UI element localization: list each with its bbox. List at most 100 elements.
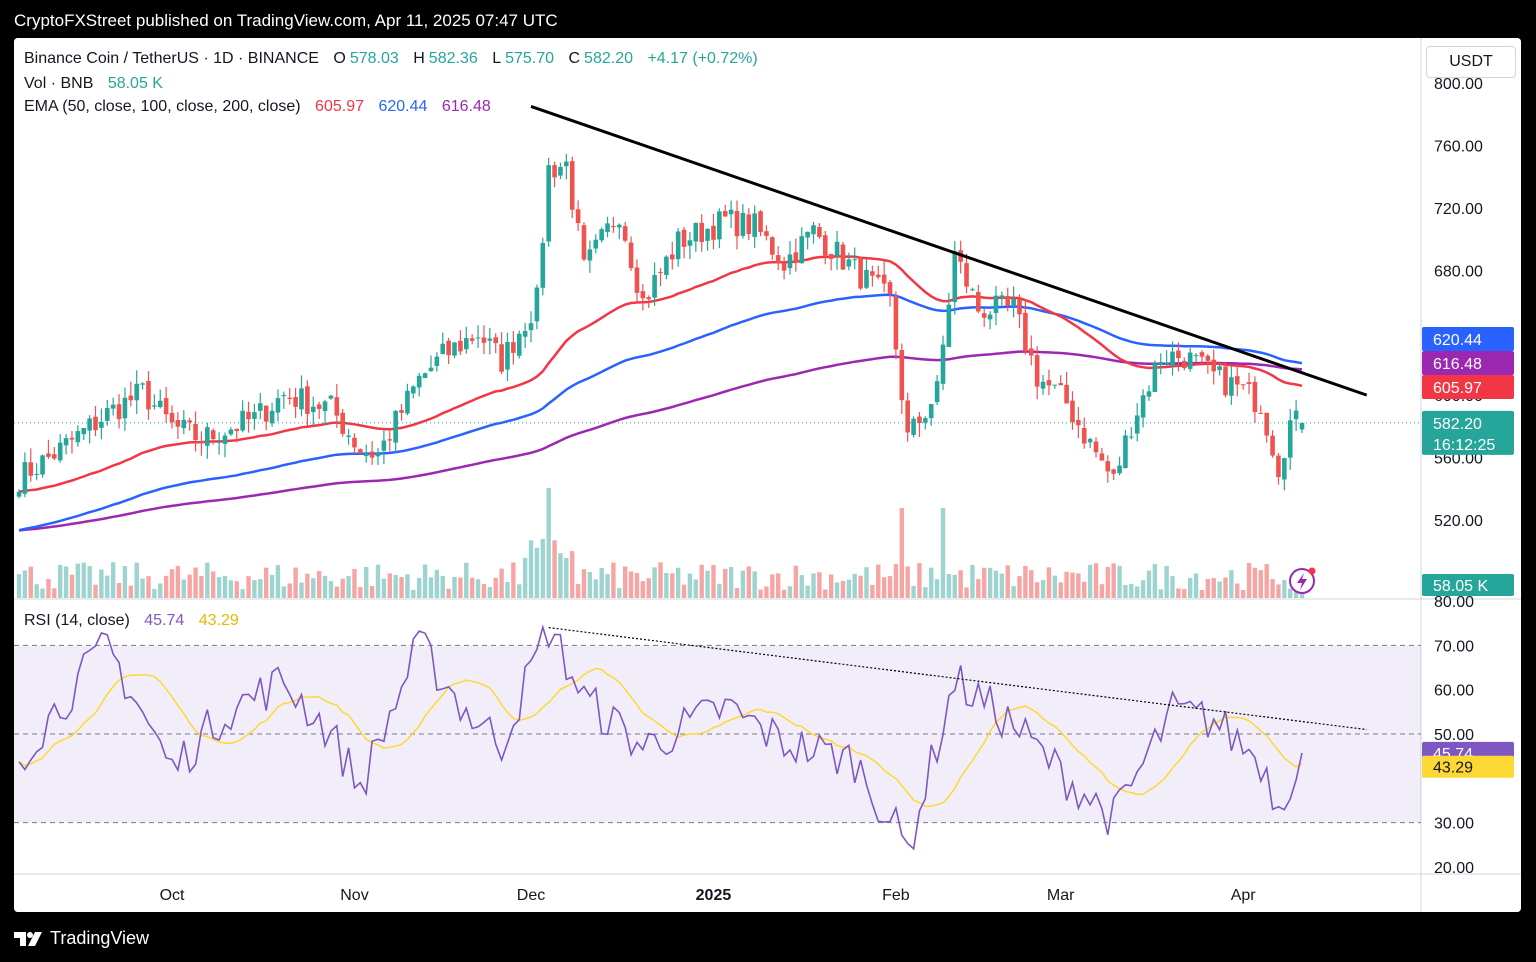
symbol-title[interactable]: Binance Coin / TetherUS · 1D · BINANCE xyxy=(24,50,319,67)
candle-body xyxy=(1017,299,1022,315)
volume-bar xyxy=(369,585,375,598)
volume-bar xyxy=(40,588,45,598)
volume-bar xyxy=(505,582,510,598)
volume-label[interactable]: Vol · BNB xyxy=(24,75,94,92)
candle-body xyxy=(475,337,481,339)
volume-bar xyxy=(752,571,757,598)
candle-body xyxy=(422,373,428,379)
volume-bar xyxy=(28,566,33,598)
candle-body xyxy=(434,356,440,367)
candle-body xyxy=(1052,384,1058,386)
candle-body xyxy=(1152,363,1158,393)
volume-bar xyxy=(1276,584,1281,598)
chart-canvas[interactable]: 800.00760.00720.00680.00640.00600.00560.… xyxy=(14,38,1521,912)
volume-bar xyxy=(805,585,810,598)
volume-bar xyxy=(322,575,328,598)
ema-label[interactable]: EMA (50, close, 100, close, 200, close) xyxy=(24,98,301,115)
volume-bar xyxy=(1129,583,1134,598)
last-price-badge-bg xyxy=(1422,410,1514,455)
candle-body xyxy=(181,419,187,429)
candle-body xyxy=(758,211,763,232)
volume-bar xyxy=(858,575,863,598)
candle-body xyxy=(22,462,28,494)
volume-bar xyxy=(46,578,51,598)
volume-bar xyxy=(1270,578,1275,598)
volume-bar xyxy=(946,574,952,598)
candle-body xyxy=(722,211,728,217)
candle-body xyxy=(1234,376,1240,385)
rsi-tick-label: 20.00 xyxy=(1434,860,1474,877)
volume-bar xyxy=(899,508,904,598)
candle-body xyxy=(452,342,457,356)
volume-bar xyxy=(717,583,722,598)
candle-body xyxy=(216,441,222,443)
price-tick-label: 720.00 xyxy=(1434,201,1483,218)
candle-body xyxy=(669,254,675,260)
candle-body xyxy=(858,257,863,289)
publisher-header: CryptoFXStreet published on TradingView.… xyxy=(14,11,558,30)
rsi-legend: RSI (14, close) 45.74 43.29 xyxy=(24,612,243,630)
candle-body xyxy=(717,211,722,240)
volume-bars xyxy=(16,488,1305,598)
rsi-label[interactable]: RSI (14, close) xyxy=(24,612,130,629)
volume-bar xyxy=(87,566,92,598)
countdown-text: 16:12:25 xyxy=(1433,437,1495,454)
volume-bar xyxy=(923,587,928,598)
volume-bar xyxy=(929,567,934,598)
candle-body xyxy=(387,439,393,441)
volume-bar xyxy=(1258,570,1264,598)
volume-bar xyxy=(263,567,269,598)
candle-body xyxy=(575,209,581,224)
chart-frame[interactable]: 800.00760.00720.00680.00640.00600.00560.… xyxy=(14,38,1521,912)
candle-body xyxy=(1087,438,1093,443)
candle-body xyxy=(893,296,899,350)
footer-brand[interactable]: TradingView xyxy=(14,928,149,949)
volume-bar xyxy=(458,577,463,598)
candle-body xyxy=(481,337,487,343)
currency-button[interactable]: USDT xyxy=(1426,46,1516,78)
volume-bar xyxy=(381,578,387,598)
high-value: 582.36 xyxy=(428,50,478,67)
candle-body xyxy=(787,254,793,269)
time-axis-label: Feb xyxy=(882,887,910,904)
ema200-badge-bg xyxy=(1422,351,1514,375)
candle-body xyxy=(458,340,463,352)
volume-bar xyxy=(546,488,551,598)
volume-bar xyxy=(1093,563,1099,598)
volume-bar xyxy=(1158,589,1163,598)
volume-bar xyxy=(411,589,416,598)
volume-bar xyxy=(1282,579,1287,598)
candle-body xyxy=(516,333,522,356)
candle-body xyxy=(1070,400,1075,423)
candle-body xyxy=(275,398,281,413)
candle-body xyxy=(711,225,716,240)
candle-body xyxy=(634,267,640,293)
volume-bar xyxy=(1123,584,1128,598)
candles xyxy=(16,153,1305,499)
volume-bar xyxy=(1011,586,1016,598)
volume-bar xyxy=(52,588,57,598)
volume-bar xyxy=(1017,576,1022,598)
rsi-ma-badge: 43.29 xyxy=(1422,755,1514,778)
volume-bar xyxy=(222,576,228,598)
ema100-value: 620.44 xyxy=(378,98,428,115)
candle-body xyxy=(781,262,787,271)
candle-body xyxy=(193,424,198,440)
candle-body xyxy=(210,430,216,440)
candle-body xyxy=(1240,384,1246,386)
volume-bar xyxy=(599,567,604,598)
candle-body xyxy=(1217,366,1222,371)
volume-bar xyxy=(99,569,104,598)
price-tick-label: 520.00 xyxy=(1434,513,1483,530)
rsi-value: 45.74 xyxy=(144,612,185,629)
candle-body xyxy=(1046,380,1052,386)
candle-body xyxy=(358,449,363,454)
volume-bar xyxy=(764,586,769,598)
volume-bar xyxy=(1146,570,1152,598)
volume-bar xyxy=(417,577,422,598)
candle-body xyxy=(511,342,516,353)
high-label: H xyxy=(413,50,425,67)
volume-bar xyxy=(169,569,175,598)
price-tick-label: 800.00 xyxy=(1434,76,1483,93)
volume-bar xyxy=(911,585,916,598)
